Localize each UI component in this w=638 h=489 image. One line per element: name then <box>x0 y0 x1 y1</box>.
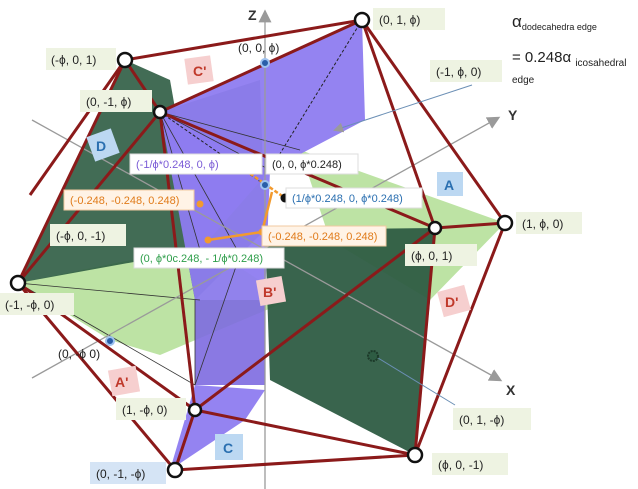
purple-face-inner <box>195 300 265 385</box>
vertex-1-neg-phi-0 <box>189 404 201 416</box>
formula-equals: = 0.248 <box>512 49 562 66</box>
vertex-0-1-phi <box>355 13 369 27</box>
vertex-phi-0-neg1 <box>408 448 422 462</box>
point-p4-dot <box>197 201 204 208</box>
vertex-label: (ϕ, 0, -1) <box>438 458 483 472</box>
vertex-label: (0, 0, ϕ) <box>238 41 279 55</box>
point-p6-dot <box>205 237 212 244</box>
vertex-label: (-1, ϕ, 0) <box>436 65 481 79</box>
marker-0-1-neg-phi <box>368 351 378 361</box>
face-tag-a-prime: A' <box>115 374 128 390</box>
axis-label-x: X <box>506 382 516 398</box>
formula-trailing: edge <box>512 75 636 86</box>
alpha-subscript-bottom: icosahedral <box>575 58 626 69</box>
axis-label-y: Y <box>508 107 518 123</box>
marker-0-0-phi-scaled <box>261 181 269 189</box>
formula-bottom-line: = 0.248α icosahedral <box>512 49 636 73</box>
alpha-symbol: α <box>512 12 522 31</box>
vertex-phi-0-1 <box>429 222 441 234</box>
face-tag-d: D <box>96 138 106 154</box>
point-label-p1: (-1/ϕ*0.248, 0, ϕ) <box>136 159 219 171</box>
vertex-label: (ϕ, 0, 1) <box>411 249 452 263</box>
face-tag-b-prime: B' <box>263 284 276 300</box>
edge-ratio-formula: αdodecahedra edge = 0.248α icosahedral e… <box>512 12 636 86</box>
face-tag-c: C <box>223 440 233 456</box>
marker-0-0-phi <box>261 59 269 67</box>
vertex-label: (1, ϕ, 0) <box>522 217 563 231</box>
face-tag-c-prime: C' <box>193 63 206 79</box>
vertex-neg1-neg-phi-0 <box>11 276 25 290</box>
vertex-label: (1, -ϕ, 0) <box>122 403 167 417</box>
vertex-label: (-ϕ, 0, 1) <box>51 53 96 67</box>
point-label-p6: (0, ϕ*0c.248, - 1/ϕ*0.248) <box>140 253 263 265</box>
vertex-label: (-ϕ, 0, -1) <box>56 229 105 243</box>
vertex-1-phi-0 <box>498 216 512 230</box>
vertex-label: (0, 1, ϕ) <box>379 13 420 27</box>
point-label-p3: (1/ϕ*0.248, 0, ϕ*0.248) <box>292 193 403 205</box>
face-tag-d-prime: D' <box>445 294 458 310</box>
vertex-label: (0, -ϕ 0) <box>58 347 100 361</box>
face-tag-a: A <box>444 177 454 193</box>
point-label-p4: (-0.248, -0.248, 0.248) <box>70 195 179 207</box>
axis-label-z: Z <box>248 7 257 23</box>
alpha-symbol: α <box>562 49 571 66</box>
vertex-neg-phi-0-1 <box>118 53 132 67</box>
marker-0-neg-phi-0 <box>106 337 114 345</box>
vertex-label: (0, 1, -ϕ) <box>459 413 504 427</box>
point-label-p5: (-0.248, -0.248, 0.248) <box>268 231 377 243</box>
formula-top-line: αdodecahedra edge <box>512 12 636 37</box>
vertex-label: (-1, -ϕ, 0) <box>5 298 54 312</box>
vertex-label: (0, -1, -ϕ) <box>96 467 145 481</box>
point-label-p2: (0, 0, ϕ*0.248) <box>272 159 342 171</box>
vertex-0-neg1-phi <box>154 106 166 118</box>
alpha-subscript-top: dodecahedra edge <box>522 22 597 32</box>
vertex-0-neg1-neg-phi <box>168 463 182 477</box>
vertex-label: (0, -1, ϕ) <box>86 95 131 109</box>
